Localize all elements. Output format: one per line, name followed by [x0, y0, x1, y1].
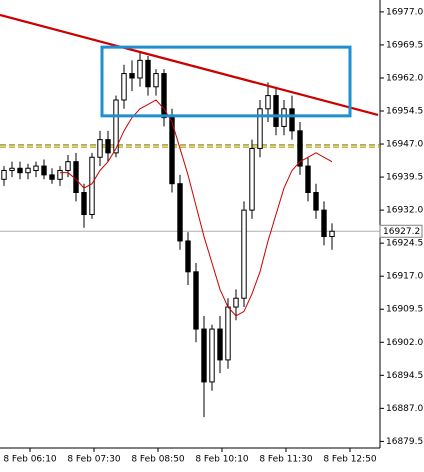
candle-body: [321, 209, 327, 238]
candle-body: [257, 108, 263, 149]
candle-body: [81, 192, 87, 216]
y-tick-label: 16939.5: [386, 173, 423, 183]
moving-average: [60, 99, 333, 317]
candle-body: [33, 165, 39, 171]
candle-body: [17, 167, 23, 174]
candle-body: [225, 306, 231, 361]
candle-body: [233, 297, 239, 308]
y-tick-label: 16924.5: [386, 239, 423, 249]
x-tick-label: 8 Feb 07:30: [67, 455, 121, 465]
candle-body: [169, 117, 175, 185]
candle-body: [153, 73, 159, 88]
y-tick-label: 16962.0: [386, 73, 423, 83]
x-tick-label: 8 Feb 10:10: [195, 455, 249, 465]
candle-body: [25, 167, 31, 174]
candle-body: [201, 328, 207, 383]
candle-body: [329, 230, 335, 238]
last-price-label: 16927.2: [383, 227, 420, 237]
y-tick-label: 16932.0: [386, 206, 423, 216]
box-annotation: [100, 45, 352, 118]
candle-body: [193, 271, 199, 330]
candle-body: [249, 147, 255, 211]
trend-line: [0, 13, 379, 117]
candle-body: [89, 156, 95, 216]
y-tick-label: 16902.0: [386, 338, 423, 348]
candle-body: [297, 130, 303, 167]
candle-body: [97, 139, 103, 158]
candle-body: [121, 73, 127, 101]
y-tick-label: 16954.5: [386, 107, 423, 117]
candle-body: [177, 183, 183, 242]
candle-body: [41, 165, 47, 176]
x-tick-label: 8 Feb 11:30: [259, 455, 313, 465]
y-tick-label: 16879.5: [386, 437, 423, 447]
candle-body: [9, 167, 15, 171]
candle-body: [305, 165, 311, 194]
candle-body: [105, 139, 111, 154]
y-tick-label: 16969.5: [386, 40, 423, 50]
candle-body: [265, 95, 271, 110]
candle-body: [217, 328, 223, 361]
candle-body: [1, 169, 7, 180]
candle-body: [273, 95, 279, 127]
candle-body: [161, 73, 167, 119]
candle-body: [209, 328, 215, 383]
candle-body: [73, 161, 79, 194]
candle-body: [65, 161, 71, 171]
candle-body: [137, 59, 143, 79]
candle-body: [57, 169, 63, 180]
x-tick-label: 8 Feb 06:10: [3, 455, 57, 465]
candle-body: [185, 240, 191, 273]
candle-body: [49, 174, 55, 180]
y-tick-label: 16917.0: [386, 272, 423, 282]
y-tick-label: 16894.5: [386, 371, 423, 381]
candle-body: [129, 73, 135, 79]
y-tick-label: 16887.0: [386, 404, 423, 414]
y-tick-label: 16909.5: [386, 305, 423, 315]
y-tick-label: 16977.0: [386, 7, 423, 17]
candle-body: [289, 108, 295, 132]
last-price-box: [379, 224, 423, 238]
y-tick-label: 16947.0: [386, 140, 423, 150]
candle-body: [313, 192, 319, 211]
candle-body: [145, 59, 151, 88]
x-tick-label: 8 Feb 08:50: [131, 455, 185, 465]
candle-body: [241, 209, 247, 299]
x-tick-label: 8 Feb 12:50: [323, 455, 377, 465]
candle-body: [113, 99, 119, 154]
candle-body: [281, 108, 287, 127]
